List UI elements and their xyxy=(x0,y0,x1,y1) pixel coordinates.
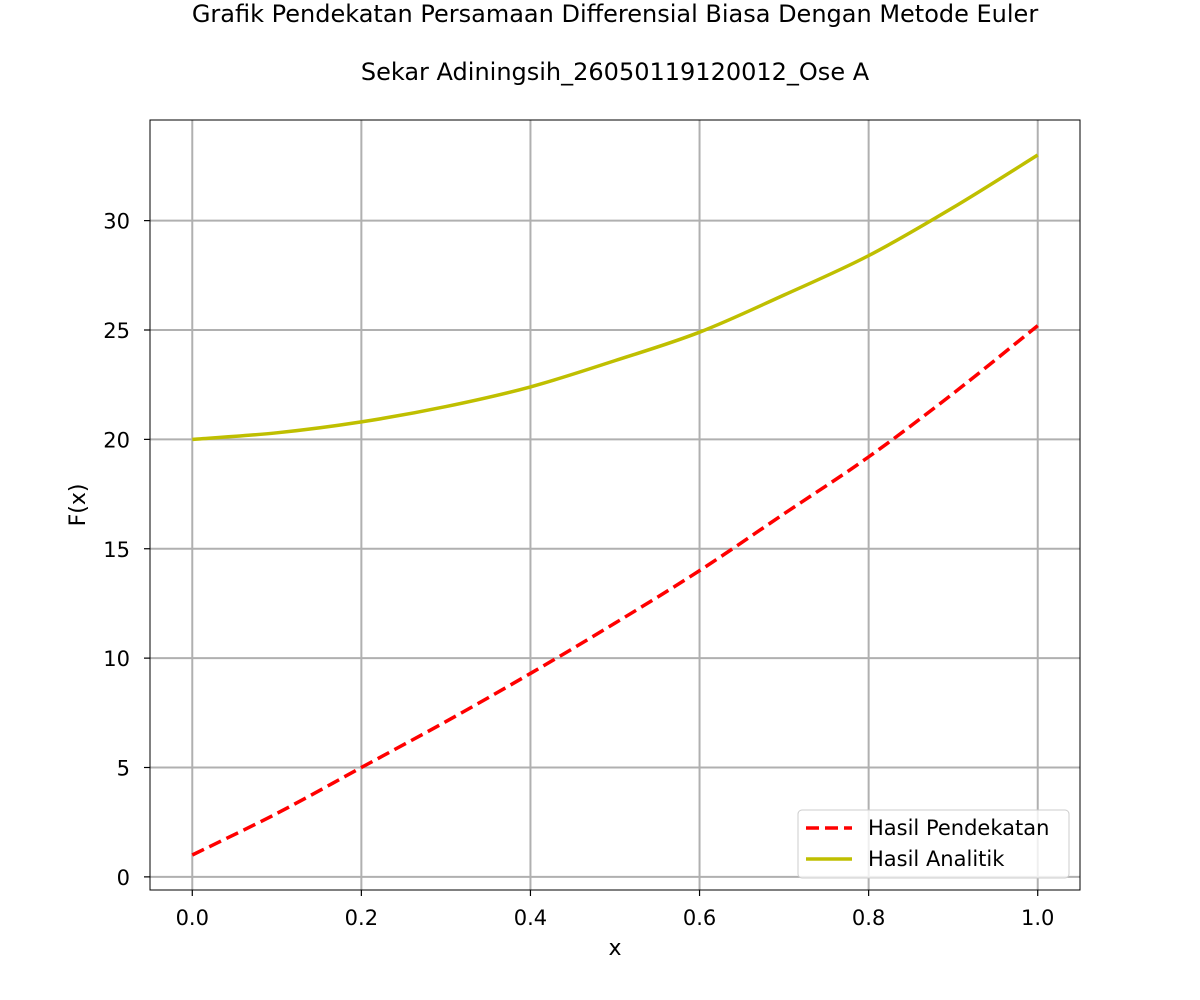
series-line-hasil-pendekatan xyxy=(191,324,1039,857)
legend-box xyxy=(797,809,1070,879)
x-tick-label: 0.0 xyxy=(176,906,209,930)
y-tick-label: 5 xyxy=(117,757,130,781)
x-axis-label: x xyxy=(608,936,621,961)
legend-label-hasil-analitik: Hasil Analitik xyxy=(868,847,1005,871)
legend: Hasil Pendekatan Hasil Analitik xyxy=(797,809,1070,879)
chart-subtitle: Sekar Adiningsih_26050119120012_Ose A xyxy=(360,58,870,86)
plot-frame xyxy=(149,119,1081,891)
y-tick-label: 30 xyxy=(103,210,130,234)
y-tick-label: 20 xyxy=(103,428,130,452)
x-tick-label: 1.0 xyxy=(1021,906,1054,930)
series-line-hasil-analitik xyxy=(192,153,1039,442)
y-tick-label: 0 xyxy=(117,866,130,890)
series-layer xyxy=(191,153,1039,857)
grid-layer xyxy=(150,120,1080,890)
legend-label-hasil-pendekatan: Hasil Pendekatan xyxy=(868,816,1049,840)
y-axis-label: F(x) xyxy=(66,484,91,527)
y-tick-label: 15 xyxy=(103,538,130,562)
y-tick-label: 10 xyxy=(103,647,130,671)
x-tick-label: 0.4 xyxy=(514,906,547,930)
x-tick-label: 0.2 xyxy=(345,906,378,930)
x-tick-label: 0.8 xyxy=(852,906,885,930)
x-tick-label: 0.6 xyxy=(683,906,716,930)
chart-title: Grafik Pendekatan Persamaan Differensial… xyxy=(191,0,1039,28)
ticks-layer: 0.0 0.2 0.4 0.6 0.8 1.0 0 5 10 15 20 25 30 xyxy=(103,210,1054,930)
y-tick-label: 25 xyxy=(103,319,130,343)
